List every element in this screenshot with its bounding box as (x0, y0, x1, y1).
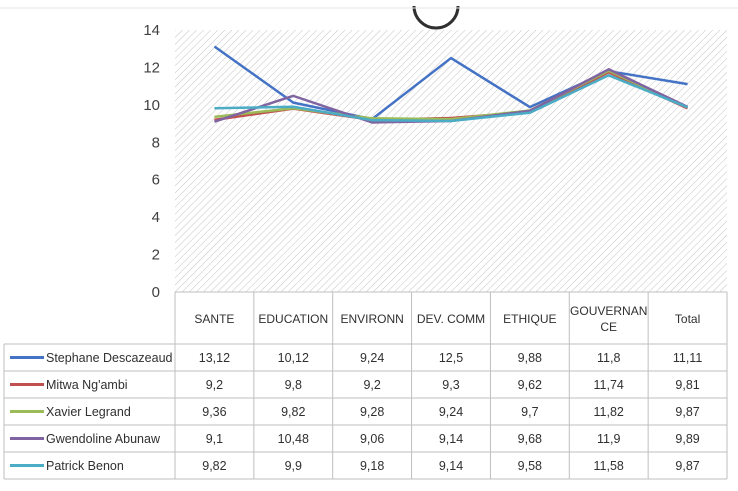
table-value: 9,36 (202, 405, 226, 419)
table-value: 9,06 (360, 432, 384, 446)
series-name: Stephane Descazeaud (46, 351, 173, 365)
y-tick-label: 10 (143, 97, 160, 114)
table-value: 13,12 (199, 351, 230, 365)
table-value: 9,28 (360, 405, 384, 419)
table-value: 9,88 (518, 351, 542, 365)
table-value: 9,87 (675, 405, 699, 419)
table-value: 11,58 (594, 459, 624, 473)
series-name: Mitwa Ng'ambi (46, 378, 128, 392)
y-tick-label: 2 (152, 247, 160, 264)
table-value: 9,2 (206, 378, 223, 392)
table-value: 9,87 (675, 459, 699, 473)
table-value: 9,8 (285, 378, 302, 392)
y-tick-label: 14 (143, 22, 160, 39)
table-value: 9,82 (202, 459, 226, 473)
series-line (214, 69, 689, 121)
table-value: 9,68 (518, 432, 542, 446)
series-lines (213, 45, 689, 124)
table-value: 11,74 (594, 378, 624, 392)
table-value: 9,81 (675, 378, 699, 392)
y-tick-label: 0 (152, 284, 160, 301)
table-value: 9,1 (206, 432, 223, 446)
plot-area (175, 30, 727, 292)
series-name: Patrick Benon (46, 459, 124, 473)
data-table-grid (3, 291, 728, 480)
table-value: 9,24 (360, 351, 384, 365)
table-value: 9,2 (363, 378, 380, 392)
series-name: Gwendoline Abunaw (46, 432, 161, 446)
table-value: 11,82 (594, 405, 624, 419)
table-value: 9,18 (360, 459, 384, 473)
table-value: 9,14 (439, 459, 463, 473)
table-value: 9,3 (442, 378, 459, 392)
table-value: 9,58 (518, 459, 542, 473)
category-labels: SANTE EDUCATION ENVIRONN DEV. COMM ETHIQUE GO… (194, 304, 700, 334)
y-tick-label: 6 (152, 172, 160, 189)
y-tick-label: 12 (143, 59, 160, 76)
table-value: 9,82 (281, 405, 305, 419)
category-label: Total (675, 312, 700, 326)
table-value: 9,7 (521, 405, 538, 419)
cropped-logo-fragment (412, 5, 460, 30)
category-label: SANTE (194, 312, 234, 326)
category-label: EDUCATION (258, 312, 328, 326)
category-label: ENVIRONN (340, 312, 403, 326)
y-tick-label: 8 (152, 134, 160, 151)
y-axis: 0 2 4 6 8 10 12 14 (143, 22, 160, 301)
category-label: ETHIQUE (503, 312, 556, 326)
data-table-rows: Stephane Descazeaud 13,12 10,12 9,24 12,5 9,8… (10, 351, 702, 473)
y-tick-label: 4 (152, 209, 160, 226)
series-line (214, 74, 689, 123)
table-value: 9,14 (439, 432, 463, 446)
table-value: 12,5 (439, 351, 463, 365)
table-value: 9,24 (439, 405, 463, 419)
table-value: 9,9 (285, 459, 302, 473)
category-label: GOUVERNAN CE (570, 304, 647, 334)
table-value: 9,62 (518, 378, 542, 392)
table-value: 9,89 (675, 432, 699, 446)
table-value: 11,8 (597, 351, 620, 365)
category-label: DEV. COMM (417, 312, 485, 326)
table-value: 10,12 (278, 351, 309, 365)
table-value: 11,11 (673, 351, 702, 365)
table-value: 11,9 (597, 432, 620, 446)
table-value: 10,48 (278, 432, 309, 446)
series-name: Xavier Legrand (46, 405, 131, 419)
